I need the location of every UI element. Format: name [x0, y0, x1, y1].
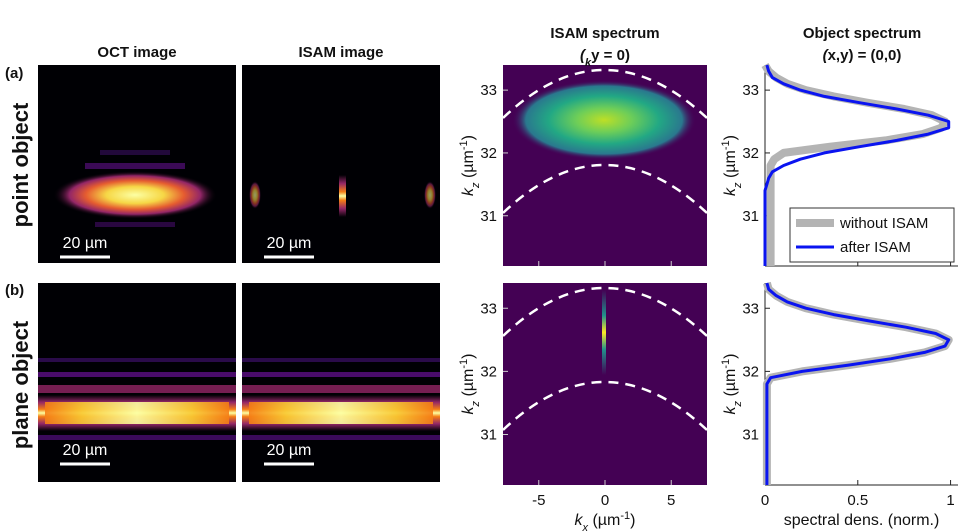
y-axis-label-part: k	[460, 187, 477, 196]
y-axis-label-part: )	[722, 354, 739, 359]
chart-title: ISAM spectrum	[550, 25, 659, 42]
y-tick-label: 31	[480, 208, 497, 225]
y-tick-label: 32	[742, 363, 759, 380]
scale-label: 20 µm	[63, 235, 108, 252]
y-tick-label: 32	[742, 145, 759, 162]
y-axis-label: kz (µm-1)	[458, 354, 482, 415]
y-tick-label: 32	[480, 145, 497, 162]
chart-subtitle-part: k	[585, 57, 592, 69]
y-axis-label-part: )	[722, 135, 739, 140]
chart-subtitle-part: (	[823, 47, 830, 64]
chart-title: Object spectrum	[803, 25, 921, 42]
x-axis-label-part: (µm	[588, 512, 620, 529]
y-axis-label-part: (µm	[460, 150, 477, 182]
y-tick-label: 33	[480, 300, 497, 317]
y-axis-label-part: k	[722, 187, 739, 196]
y-axis-label-part: k	[722, 405, 739, 414]
legend-label: after ISAM	[840, 239, 911, 256]
y-axis-label-part: (µm	[460, 369, 477, 401]
x-tick-label: 0.5	[847, 492, 868, 509]
y-tick-label: 33	[742, 300, 759, 317]
chart-subtitle: (x,y) = (0,0)	[823, 47, 902, 64]
chart-subtitle-part: (	[580, 47, 587, 64]
y-axis-label-part: z	[732, 400, 744, 407]
panel-label: (b)	[5, 282, 24, 299]
chart-subtitle-part: = 0)	[600, 47, 630, 64]
chart-subtitle: (ky = 0)	[580, 47, 630, 69]
chart-subtitle-part: x,y	[828, 47, 850, 64]
x-tick-label: 0	[761, 492, 769, 509]
line	[761, 62, 949, 266]
x-axis-label-part: )	[630, 512, 635, 529]
x-axis-label: spectral dens. (norm.)	[784, 512, 940, 529]
row-label: plane object	[8, 320, 33, 449]
y-axis-label-part: -1	[720, 359, 732, 369]
line	[763, 64, 951, 266]
y-tick-label: 31	[742, 208, 759, 225]
y-axis-label-part: k	[460, 405, 477, 414]
y-tick-label: 33	[480, 82, 497, 99]
x-axis-label-part: -1	[620, 510, 630, 522]
y-axis-label-part: z	[470, 182, 482, 189]
row-label: point object	[8, 102, 33, 227]
x-tick-label: 5	[667, 492, 675, 509]
x-tick-label: 1	[946, 492, 954, 509]
x-axis-label-part: k	[575, 512, 584, 529]
y-axis-label-part: )	[460, 135, 477, 140]
y-axis-label-part: (µm	[722, 150, 739, 182]
y-tick-label: 31	[480, 427, 497, 444]
x-axis-label: kx (µm-1)	[575, 510, 636, 531]
y-axis-label: kz (µm-1)	[458, 135, 482, 196]
y-axis-label: kz (µm-1)	[720, 354, 744, 415]
line	[762, 281, 953, 485]
y-axis-label-part: )	[460, 354, 477, 359]
legend-box	[789, 207, 955, 263]
scale-label: 20 µm	[63, 442, 108, 459]
y-axis-label-part: z	[732, 182, 744, 189]
scale-label: 20 µm	[267, 442, 312, 459]
image-title: OCT image	[97, 44, 176, 61]
x-tick-label: -5	[532, 492, 545, 509]
panel-label: (a)	[5, 65, 23, 82]
y-tick-label: 33	[742, 82, 759, 99]
y-axis-label-part: -1	[458, 140, 470, 150]
chart-subtitle-part: y	[591, 47, 600, 64]
y-tick-label: 31	[742, 427, 759, 444]
y-axis-label-part: (µm	[722, 369, 739, 401]
line	[765, 282, 951, 485]
image-title: ISAM image	[298, 44, 383, 61]
x-axis-label-part: spectral dens. (norm.)	[784, 512, 940, 529]
y-axis-label-part: -1	[458, 359, 470, 369]
scale-label: 20 µm	[267, 235, 312, 252]
x-axis-label-part: x	[582, 522, 589, 531]
x-tick-label: 0	[601, 492, 609, 509]
legend-label: without ISAM	[839, 215, 928, 232]
y-axis-label: kz (µm-1)	[720, 135, 744, 196]
images	[38, 65, 707, 485]
y-tick-label: 32	[480, 363, 497, 380]
y-axis-label-part: z	[470, 400, 482, 407]
y-axis-label-part: -1	[720, 140, 732, 150]
chart-subtitle-part: ) = (0,0)	[848, 47, 901, 64]
